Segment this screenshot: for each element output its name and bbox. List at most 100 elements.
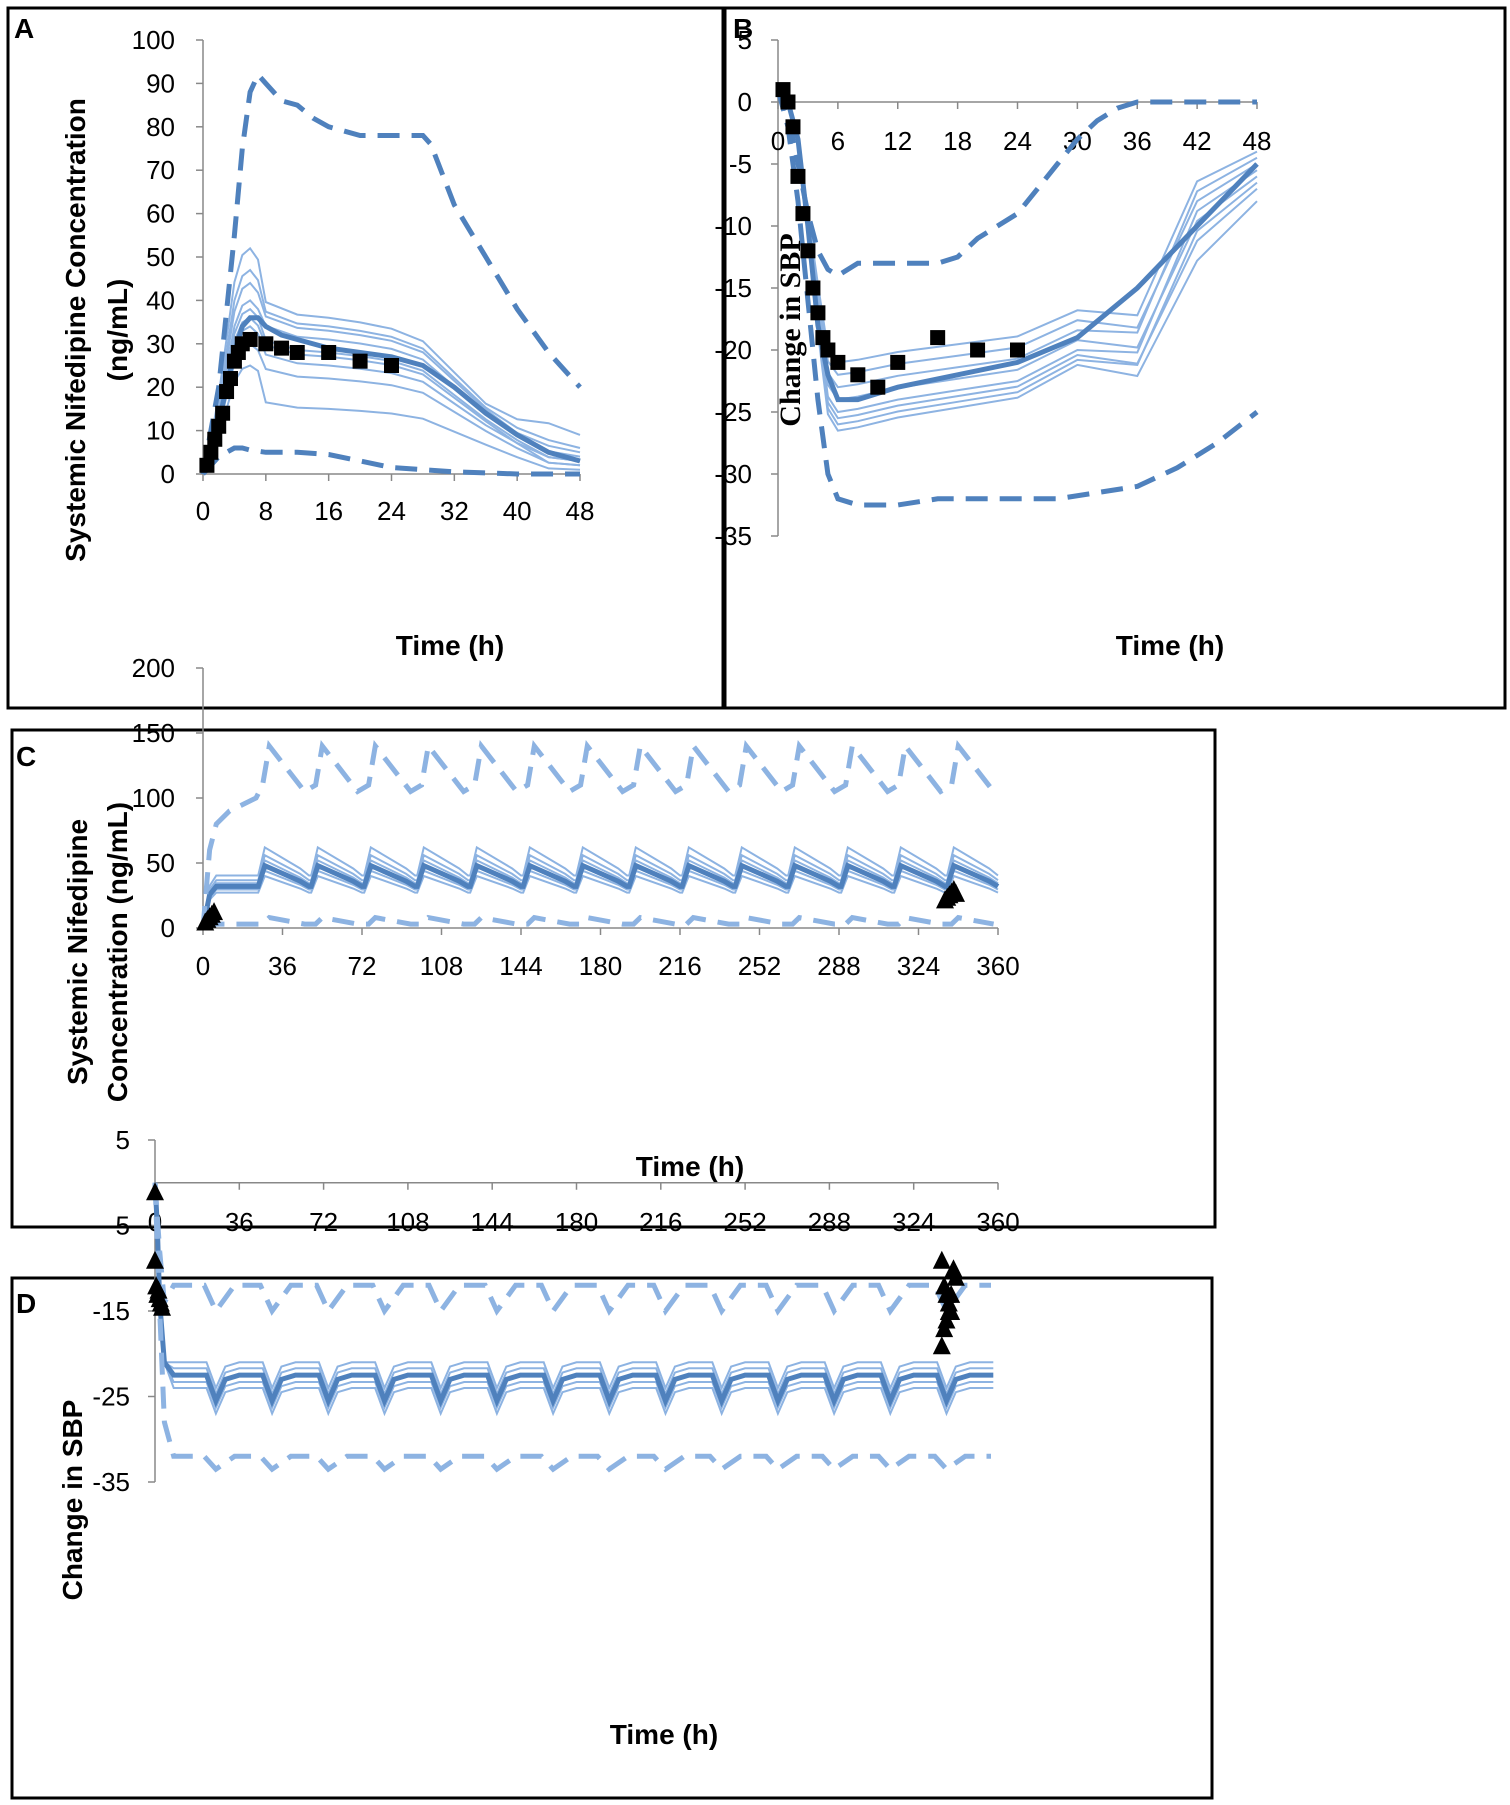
panel-c-x-tick-label: 180 [579, 951, 622, 981]
panel-b-observed-point [830, 354, 846, 370]
panel-c-ylabel-line1: Systemic Nifedipine [62, 819, 93, 1085]
panel-c-y-tick-label: 100 [132, 783, 175, 813]
panel-b-x-tick-label: 0 [771, 126, 785, 156]
panel-d-y-tick-label: -25 [92, 1382, 130, 1412]
panel-c-x-tick-label: 108 [420, 951, 463, 981]
panel-d-ylabel: Change in SBP [57, 1400, 88, 1601]
panel-d-x-tick-label: 72 [309, 1207, 338, 1237]
panel-b-observed-point [785, 119, 801, 135]
panel-b-ylabel-text: Change in SBP [774, 233, 807, 426]
panel-a-x-tick-label: 8 [259, 496, 273, 526]
panel-c-plot: 0 50 100 150 200 0 36 72 108 144 180 216 252 288 324 36… [132, 653, 1020, 981]
panel-b-observed-point [890, 354, 906, 370]
panel-c-observed-point [205, 902, 224, 921]
panel-d-x-tick-label: 216 [639, 1207, 682, 1237]
panel-b-observed-point [800, 243, 816, 259]
panel-a-upper-ci [200, 70, 582, 475]
panel-c-x-tick-label: 144 [499, 951, 542, 981]
panel-b-x-tick-label: 24 [1003, 126, 1032, 156]
panel-a-ylabel-line1: Systemic Nifedipine Concentration [60, 98, 91, 562]
panel-d-observed-point [942, 1302, 961, 1320]
panel-c-x-tick-label: 288 [817, 951, 860, 981]
panel-b-x-tick-label: 36 [1123, 126, 1152, 156]
panel-c-x-tick-label: 72 [348, 951, 377, 981]
panel-a-observed-point [207, 431, 223, 447]
panel-c-y-tick-label: 150 [132, 718, 175, 748]
panel-c-y-tick-label: 200 [132, 653, 175, 683]
panel-b-y-tick-label: 0 [738, 87, 752, 117]
panel-a-xlabel: Time (h) [396, 630, 504, 661]
panel-b-y-tick-label: -35 [714, 521, 752, 551]
panel-b-observed-point [780, 94, 796, 110]
panel-d-ylabel-text: Change in SBP [57, 1400, 88, 1601]
panel-b-letter: B [733, 13, 753, 44]
panel-a-plot: 0 10 20 30 40 50 60 70 80 90 100 0 8 16 24 32 40 48 [132, 25, 595, 526]
panel-b-observed-point [810, 305, 826, 321]
panel-a-individual-curve [202, 281, 581, 475]
panel-a-y-tick-label: 60 [146, 199, 175, 229]
panel-b-y-tick-label: -10 [714, 211, 752, 241]
panel-c-x-tick-label: 360 [976, 951, 1019, 981]
panel-b-x-tick-label: 42 [1183, 126, 1212, 156]
panel-b-x-tick-label: 12 [883, 126, 912, 156]
panel-b-x-tick-label: 18 [943, 126, 972, 156]
panel-a-observed-point [274, 340, 290, 356]
panel-a-x-tick-label: 24 [377, 496, 406, 526]
panel-c-x-tick-label: 36 [268, 951, 297, 981]
panel-d-observed-point [932, 1336, 951, 1355]
panel-a-observed-point [211, 418, 227, 434]
panel-d-lower-ci [152, 1182, 991, 1473]
panel-b-y-tick-label: -30 [714, 459, 752, 489]
panel-d-observed-point [153, 1297, 172, 1316]
panel-a-individual-curve [202, 307, 581, 475]
panel-c-individual-curve [202, 869, 999, 929]
panel-d-individual-curve [154, 1182, 994, 1391]
panel-b-x-tick-label: 48 [1243, 126, 1272, 156]
panel-d-x-tick-label: 180 [555, 1207, 598, 1237]
panel-c-individual-curve [202, 853, 999, 929]
panel-a-observed-point [258, 336, 274, 352]
panel-a-ylabel-line2: (ng/mL) [102, 279, 133, 382]
panel-d-letter: D [16, 1288, 36, 1319]
panel-a-x-tick-label: 16 [314, 496, 343, 526]
panel-c-xlabel: Time (h) [636, 1151, 744, 1182]
panel-a-y-tick-label: 0 [161, 459, 175, 489]
panel-a-y-tick-label: 20 [146, 372, 175, 402]
panel-c-lower-ci [202, 914, 995, 931]
panel-c-individual-curve [202, 845, 999, 929]
panel-c-x-tick-label: 216 [658, 951, 701, 981]
panel-c-mean-curve [200, 862, 1000, 929]
panel-c-individual-curve [202, 858, 999, 929]
panel-a-observed-point [203, 444, 219, 460]
panel-d-mean-curve [152, 1182, 994, 1408]
panel-c-individual-curve [202, 874, 999, 929]
panel-d: D 5-5-15-25-350 36 72 108 144 180 216 252 288 324… [10, 1125, 1214, 1800]
panel-a-x-tick-label: 48 [566, 496, 595, 526]
panel-a-x-tick-label: 40 [503, 496, 532, 526]
panel-a-observed-point [215, 405, 231, 421]
panel-b-observed-point [790, 168, 806, 184]
panel-c-ylabel-line2: Concentration (ng/mL) [102, 802, 133, 1102]
panel-d-observed-point [942, 1284, 961, 1303]
panel-b-y-tick-label: -5 [729, 149, 752, 179]
panel-b-x-tick-label: 6 [831, 126, 845, 156]
panel-b-plot: 50-5-10-15-20-25-30-350 6 12 18 24 30 36 42 48 [714, 25, 1271, 551]
panel-b-observed-point [850, 367, 866, 383]
panel-d-plot: 5-5-15-25-350 36 72 108 144 180 216 252 288 324 36… [92, 1125, 1019, 1497]
panel-b-observed-point [820, 342, 836, 358]
panel-a-observed-point [222, 371, 238, 387]
panel-a-observed-point [352, 353, 368, 369]
panel-b-observed-point [970, 342, 986, 358]
panel-d-individual-curve [154, 1182, 994, 1411]
panel-b: B 50-5-10-15-20-25-30-350 6 12 18 24 30 36 42 48… [714, 6, 1507, 710]
panel-a-y-tick-label: 10 [146, 416, 175, 446]
panel-b-observed-point [930, 330, 946, 346]
panel-d-y-tick-label: -5 [107, 1211, 130, 1241]
panel-a-ylabel: Systemic Nifedipine Concentration (ng/mL… [60, 98, 133, 562]
panel-b-y-tick-label: -15 [714, 273, 752, 303]
panel-d-observed-point [146, 1182, 164, 1201]
panel-d-y-tick-label: -15 [92, 1296, 130, 1326]
panel-d-y-tick-label: 5 [116, 1125, 130, 1155]
panel-d-upper-ci [152, 1182, 991, 1316]
